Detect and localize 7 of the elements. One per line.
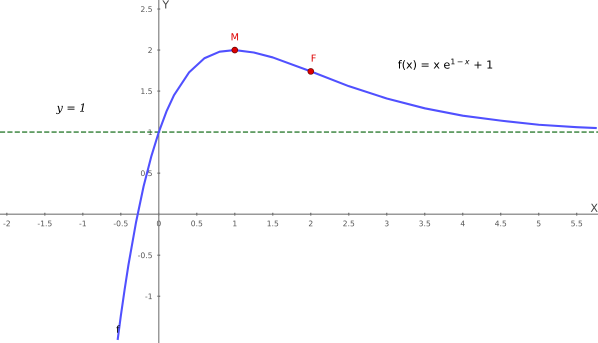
ref-line-label: y = 1 xyxy=(56,103,84,114)
series-label: f xyxy=(116,325,120,333)
x-axis-title: X xyxy=(590,204,598,212)
annotation: f(x) = x e$^{1−x}$ + 1 xyxy=(398,58,492,70)
y-axis-title: Y xyxy=(162,0,170,8)
series-label: F xyxy=(312,54,316,62)
series-label: M xyxy=(232,33,238,40)
